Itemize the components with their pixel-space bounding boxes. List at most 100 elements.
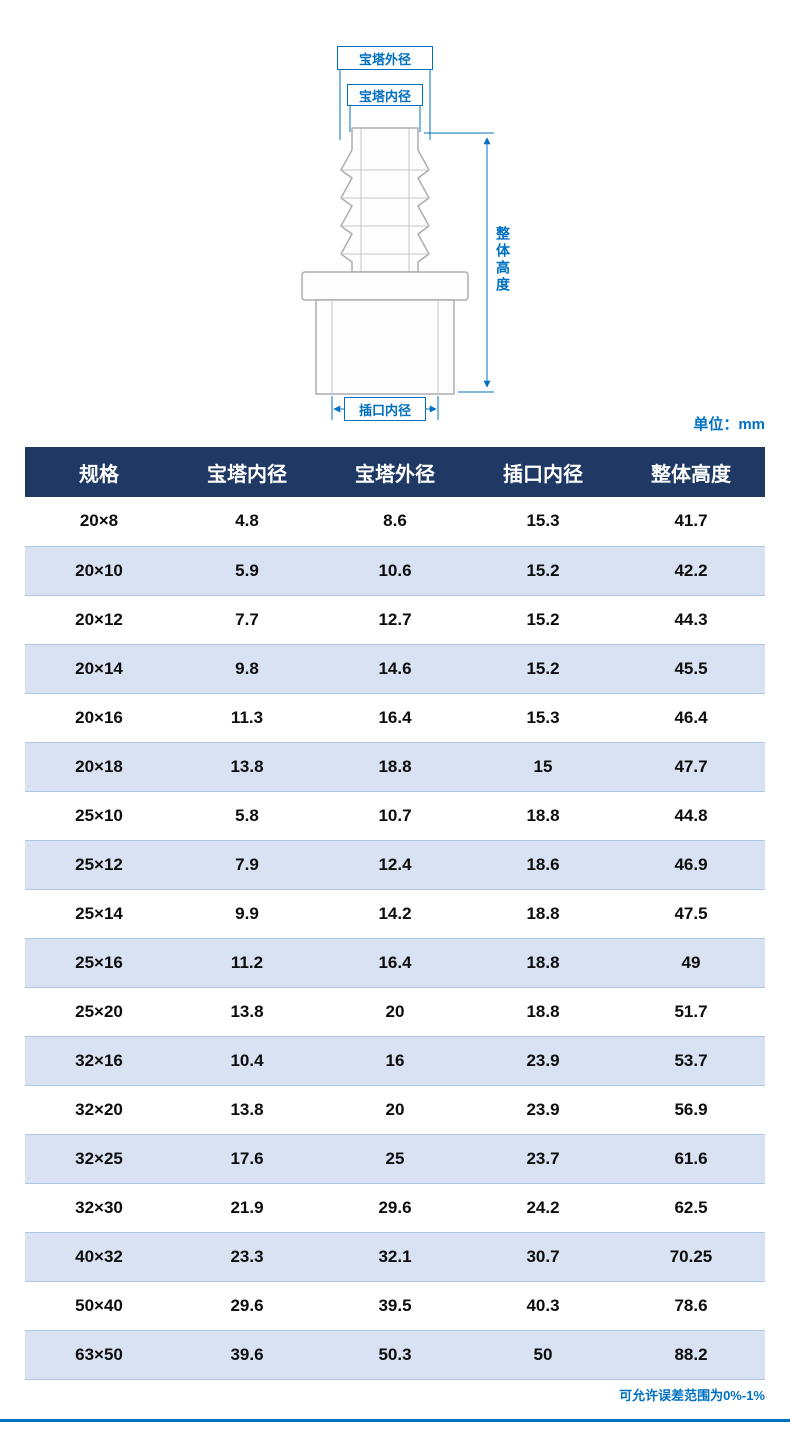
table-header-row: 规格 宝塔内径 宝塔外径 插口内径 整体高度 — [25, 447, 765, 497]
table-cell: 24.2 — [469, 1183, 617, 1233]
table-cell: 23.3 — [173, 1232, 321, 1282]
table-row: 32×25 17.6 25 23.7 61.6 — [25, 1134, 765, 1184]
table-cell: 78.6 — [617, 1281, 765, 1331]
dim-label-socket-inner-diameter: 插口内径 — [344, 397, 426, 421]
table-row: 25×20 13.8 20 18.8 51.7 — [25, 987, 765, 1037]
table-row: 25×14 9.9 14.2 18.8 47.5 — [25, 889, 765, 939]
fitting-diagram: 宝塔外径 宝塔内径 插口内径 整体高度 单位：mm — [0, 0, 790, 445]
table-cell: 10.4 — [173, 1036, 321, 1086]
table-cell: 20×8 — [25, 497, 173, 547]
table-cell: 14.2 — [321, 889, 469, 939]
table-row: 20×18 13.8 18.8 15 47.7 — [25, 742, 765, 792]
bottom-rule — [0, 1419, 790, 1422]
table-row: 20×14 9.8 14.6 15.2 45.5 — [25, 644, 765, 694]
dim-label-pagoda-inner-diameter: 宝塔内径 — [347, 84, 423, 106]
table-cell: 20 — [321, 987, 469, 1037]
table-cell: 18.8 — [469, 889, 617, 939]
table-cell: 29.6 — [173, 1281, 321, 1331]
unit-label: 单位：mm — [693, 416, 765, 433]
table-cell: 29.6 — [321, 1183, 469, 1233]
flange-outline — [301, 271, 469, 301]
table-row: 40×32 23.3 32.1 30.7 70.25 — [25, 1232, 765, 1282]
table-cell: 32×16 — [25, 1036, 173, 1086]
table-cell: 7.9 — [173, 840, 321, 890]
table-cell: 18.8 — [321, 742, 469, 792]
table-cell: 46.4 — [617, 693, 765, 743]
table-cell: 44.3 — [617, 595, 765, 645]
table-cell: 32×30 — [25, 1183, 173, 1233]
table-cell: 45.5 — [617, 644, 765, 694]
table-cell: 47.7 — [617, 742, 765, 792]
table-cell: 70.25 — [617, 1232, 765, 1282]
barb-outline — [340, 127, 430, 273]
socket-outline — [315, 299, 455, 395]
table-cell: 11.3 — [173, 693, 321, 743]
table-cell: 15.2 — [469, 595, 617, 645]
table-cell: 18.8 — [469, 987, 617, 1037]
table-cell: 39.6 — [173, 1330, 321, 1380]
col-header-socket-diameter: 插口内径 — [469, 447, 617, 497]
table-cell: 50 — [469, 1330, 617, 1380]
table-cell: 47.5 — [617, 889, 765, 939]
table-cell: 10.6 — [321, 546, 469, 596]
table-cell: 16 — [321, 1036, 469, 1086]
table-cell: 9.8 — [173, 644, 321, 694]
table-cell: 32.1 — [321, 1232, 469, 1282]
table-cell: 42.2 — [617, 546, 765, 596]
table-cell: 5.8 — [173, 791, 321, 841]
table-cell: 25×12 — [25, 840, 173, 890]
table-cell: 20 — [321, 1085, 469, 1135]
table-cell: 40.3 — [469, 1281, 617, 1331]
table-cell: 12.7 — [321, 595, 469, 645]
table-cell: 40×32 — [25, 1232, 173, 1282]
table-cell: 51.7 — [617, 987, 765, 1037]
table-cell: 13.8 — [173, 1085, 321, 1135]
table-cell: 18.8 — [469, 791, 617, 841]
table-cell: 15.3 — [469, 693, 617, 743]
table-cell: 7.7 — [173, 595, 321, 645]
table-cell: 50×40 — [25, 1281, 173, 1331]
col-header-spec: 规格 — [25, 447, 173, 497]
tolerance-note: 可允许误差范围为0%-1% — [619, 1387, 765, 1403]
table-cell: 56.9 — [617, 1085, 765, 1135]
table-cell: 62.5 — [617, 1183, 765, 1233]
table-cell: 25×16 — [25, 938, 173, 988]
table-cell: 21.9 — [173, 1183, 321, 1233]
table-cell: 14.6 — [321, 644, 469, 694]
table-row: 20×10 5.9 10.6 15.2 42.2 — [25, 546, 765, 596]
table-cell: 10.7 — [321, 791, 469, 841]
table-cell: 25×14 — [25, 889, 173, 939]
table-row: 25×10 5.8 10.7 18.8 44.8 — [25, 791, 765, 841]
table-cell: 20×12 — [25, 595, 173, 645]
table-cell: 25 — [321, 1134, 469, 1184]
table-row: 25×16 11.2 16.4 18.8 49 — [25, 938, 765, 988]
table-cell: 5.9 — [173, 546, 321, 596]
table-cell: 30.7 — [469, 1232, 617, 1282]
table-cell: 9.9 — [173, 889, 321, 939]
table-cell: 20×16 — [25, 693, 173, 743]
table-cell: 25×10 — [25, 791, 173, 841]
spec-table-body: 20×8 4.8 8.6 15.3 41.7 20×10 5.9 10.6 15.2 42.2 20… — [25, 497, 765, 1380]
table-row: 25×12 7.9 12.4 18.6 46.9 — [25, 840, 765, 890]
table-cell: 41.7 — [617, 497, 765, 547]
table-row: 50×40 29.6 39.5 40.3 78.6 — [25, 1281, 765, 1331]
table-row: 63×50 39.6 50.3 50 88.2 — [25, 1330, 765, 1380]
table-cell: 46.9 — [617, 840, 765, 890]
col-header-outer-diameter: 宝塔外径 — [321, 447, 469, 497]
table-cell: 63×50 — [25, 1330, 173, 1380]
table-cell: 32×25 — [25, 1134, 173, 1184]
table-cell: 11.2 — [173, 938, 321, 988]
table-cell: 18.8 — [469, 938, 617, 988]
table-cell: 16.4 — [321, 693, 469, 743]
table-cell: 20×14 — [25, 644, 173, 694]
table-cell: 49 — [617, 938, 765, 988]
table-cell: 15.3 — [469, 497, 617, 547]
col-header-inner-diameter: 宝塔内径 — [173, 447, 321, 497]
table-cell: 23.9 — [469, 1036, 617, 1086]
table-cell: 8.6 — [321, 497, 469, 547]
table-cell: 23.9 — [469, 1085, 617, 1135]
table-cell: 13.8 — [173, 742, 321, 792]
table-cell: 53.7 — [617, 1036, 765, 1086]
table-row: 32×20 13.8 20 23.9 56.9 — [25, 1085, 765, 1135]
